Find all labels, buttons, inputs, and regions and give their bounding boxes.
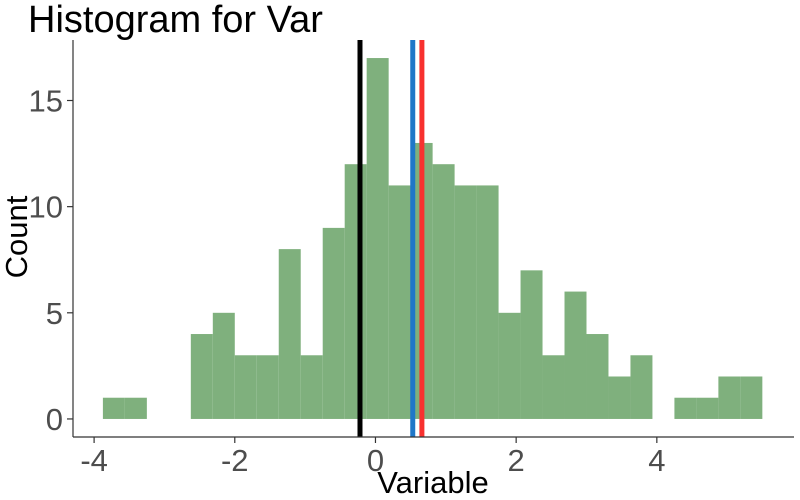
x-tick-label: -4 — [80, 443, 108, 478]
histogram-bar — [124, 397, 147, 419]
reference-lines — [357, 40, 425, 437]
histogram-bar — [102, 397, 125, 419]
histogram-bar — [586, 334, 609, 419]
histogram-bar — [344, 164, 367, 419]
histogram-bar — [564, 291, 587, 419]
histogram-bar — [234, 355, 257, 419]
histogram-bar — [432, 164, 455, 419]
histogram-bar — [674, 397, 697, 419]
chart-title: Histogram for Var — [28, 0, 323, 41]
histogram-bar — [740, 376, 763, 419]
y-tick-label: 15 — [29, 84, 63, 119]
y-axis: 0 5 10 15 — [29, 40, 74, 437]
histogram-bars — [102, 58, 763, 419]
histogram-bar — [476, 185, 499, 419]
histogram-bar — [366, 58, 389, 419]
histogram-bar — [278, 249, 301, 419]
histogram-bar — [190, 334, 213, 419]
histogram-bar — [696, 397, 719, 419]
histogram-bar — [212, 312, 235, 419]
y-axis-title: Count — [0, 195, 34, 278]
histogram-bar — [454, 185, 477, 419]
x-axis-title: Variable — [377, 465, 488, 500]
histogram-bar — [630, 355, 653, 419]
x-axis: -4 -2 0 2 4 — [73, 436, 794, 478]
histogram-bar — [520, 270, 543, 419]
x-tick-label: 0 — [367, 443, 384, 478]
histogram-bar — [718, 376, 741, 419]
y-tick-label: 0 — [46, 402, 63, 437]
histogram-bar — [256, 355, 279, 419]
histogram-bar — [498, 312, 521, 419]
x-tick-label: 2 — [508, 443, 525, 478]
histogram-bar — [300, 355, 323, 419]
x-tick-label: 4 — [648, 443, 665, 478]
histogram-bar — [608, 376, 631, 419]
histogram-bar — [322, 227, 345, 419]
histogram-bar — [542, 355, 565, 419]
y-tick-label: 10 — [29, 190, 63, 225]
y-tick-label: 5 — [46, 296, 63, 331]
histogram-bar — [388, 185, 411, 419]
x-tick-label: -2 — [221, 443, 249, 478]
